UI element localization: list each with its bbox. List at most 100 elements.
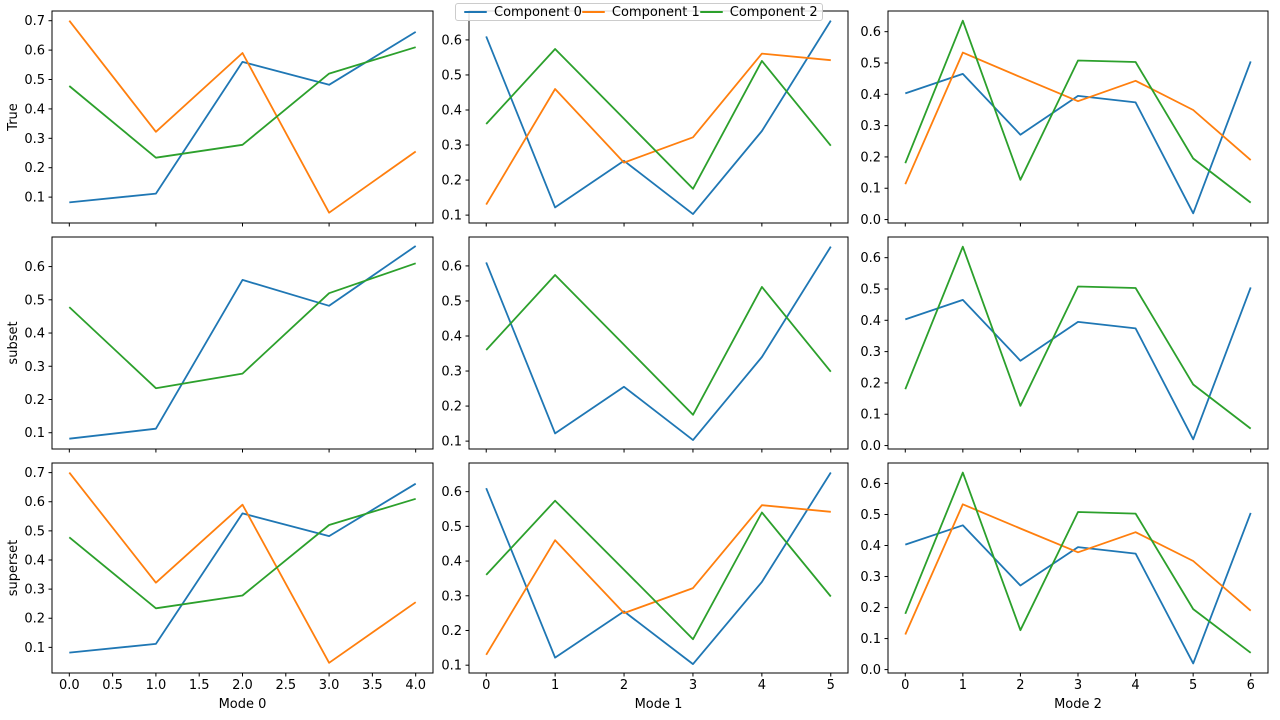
line-component-1 <box>904 503 1252 635</box>
y-tick-label: 0.1 <box>441 209 462 224</box>
line-component-0 <box>69 31 417 204</box>
y-tick-label: 0.2 <box>860 601 881 616</box>
legend-entry-component-1: Component 1 <box>581 6 700 19</box>
plot-frame <box>468 236 849 450</box>
y-tick-label: 0.1 <box>24 641 45 656</box>
plot-frame <box>51 10 434 224</box>
x-tick-label: 0.5 <box>102 678 123 693</box>
x-tick-label: 0 <box>901 678 909 693</box>
plot-frame <box>51 236 434 450</box>
y-tick-label: 0.3 <box>441 589 462 604</box>
y-tick-label: 0.1 <box>860 632 881 647</box>
panel-true-mode-2: 0.0 0.1 0.2 0.3 0.4 0.5 0.6 <box>860 10 1269 228</box>
legend-line-swatch-component-1 <box>581 10 605 14</box>
y-tick-label: 0.6 <box>24 44 45 59</box>
x-tick-label: 5 <box>827 678 835 693</box>
x-tick-label: 4 <box>1131 678 1139 693</box>
y-axis-label: subset <box>6 321 21 364</box>
x-tick-label: 6 <box>1247 678 1255 693</box>
y-axis-label: True <box>6 103 21 132</box>
y-tick-label: 0.7 <box>24 14 45 29</box>
y-tick-label: 0.6 <box>860 25 881 40</box>
x-tick-label: 3.0 <box>319 678 340 693</box>
x-tick-label: 3 <box>689 678 697 693</box>
panel-subset-mode-1: 0.1 0.2 0.3 0.4 0.5 0.6 <box>441 236 849 453</box>
y-tick-label: 0.4 <box>860 539 881 554</box>
y-tick-label: 0.6 <box>441 485 462 500</box>
y-tick-label: 0.1 <box>24 191 45 206</box>
plot-frame <box>887 462 1269 674</box>
line-component-2 <box>904 471 1252 654</box>
y-tick-label: 0.5 <box>441 520 462 535</box>
line-component-0 <box>69 245 417 440</box>
x-tick-label: 1 <box>551 678 559 693</box>
plot-frame <box>887 10 1269 224</box>
legend-line-swatch-component-2 <box>699 10 723 14</box>
y-tick-label: 0.1 <box>860 408 881 423</box>
y-tick-label: 0.4 <box>860 88 881 103</box>
line-component-1 <box>485 52 831 206</box>
y-tick-label: 0.6 <box>860 251 881 266</box>
y-tick-label: 0.0 <box>860 213 881 228</box>
y-tick-label: 0.4 <box>24 327 45 342</box>
line-component-0 <box>905 287 1252 441</box>
x-tick-label: 3.5 <box>362 678 383 693</box>
y-tick-label: 0.5 <box>860 508 881 523</box>
legend-label: Component 2 <box>729 4 818 20</box>
panel-true-mode-1: 0.1 0.2 0.3 0.4 0.5 0.6 <box>441 10 849 227</box>
y-tick-label: 0.3 <box>860 570 881 585</box>
plot-frame <box>887 236 1269 450</box>
line-component-2 <box>485 274 832 416</box>
x-axis-label: Mode 1 <box>635 697 683 712</box>
line-component-0 <box>905 512 1252 665</box>
y-tick-label: 0.4 <box>441 103 462 118</box>
y-tick-label: 0.4 <box>860 314 881 329</box>
line-component-1 <box>68 20 417 214</box>
x-tick-label: 2.0 <box>232 678 253 693</box>
plot-frame <box>51 462 434 674</box>
x-tick-label: 5 <box>1189 678 1197 693</box>
y-tick-label: 0.2 <box>441 400 462 415</box>
x-axis-label: Mode 0 <box>219 697 267 712</box>
x-tick-label: 2.5 <box>275 678 296 693</box>
y-tick-label: 0.5 <box>24 293 45 308</box>
y-tick-label: 0.2 <box>441 624 462 639</box>
x-tick-label: 2 <box>620 678 628 693</box>
line-component-0 <box>485 20 832 216</box>
line-component-2 <box>904 19 1252 204</box>
panel-subset-mode-2: 0.0 0.1 0.2 0.3 0.4 0.5 0.6 <box>860 236 1269 454</box>
line-component-0 <box>905 61 1252 215</box>
y-tick-label: 0.5 <box>860 282 881 297</box>
y-tick-label: 0.4 <box>441 329 462 344</box>
panel-superset-mode-1: 0 1 2 3 4 5 0.1 0.2 0.3 0.4 0.5 0.6 Mode 1 <box>441 462 849 712</box>
line-component-0 <box>485 472 832 665</box>
y-tick-label: 0.1 <box>441 659 462 674</box>
y-tick-label: 0.6 <box>24 260 45 275</box>
y-tick-label: 0.4 <box>24 553 45 568</box>
y-tick-label: 0.1 <box>860 182 881 197</box>
y-tick-label: 0.5 <box>441 68 462 83</box>
y-tick-label: 0.4 <box>24 102 45 117</box>
x-axis-label: Mode 2 <box>1054 697 1102 712</box>
panel-subset-mode-0: 0.1 0.2 0.3 0.4 0.5 0.6 subset <box>6 236 434 453</box>
y-tick-label: 0.2 <box>24 161 45 176</box>
line-component-1 <box>904 51 1252 185</box>
panel-superset-mode-2: 0 1 2 3 4 5 6 0.0 0.1 0.2 0.3 0.4 0.5 0.6 Mode 2 <box>860 462 1269 712</box>
legend: Component 0 Component 1 Component 2 <box>455 3 823 21</box>
y-tick-label: 0.2 <box>441 174 462 189</box>
y-tick-label: 0.6 <box>441 33 462 48</box>
y-tick-label: 0.5 <box>24 524 45 539</box>
x-tick-label: 0 <box>482 678 490 693</box>
panel-true-mode-0: 0.1 0.2 0.3 0.4 0.5 0.6 0.7 True <box>6 10 434 227</box>
legend-entry-component-2: Component 2 <box>699 4 818 20</box>
x-tick-label: 1.5 <box>189 678 210 693</box>
y-tick-label: 0.3 <box>24 360 45 375</box>
y-tick-label: 0.4 <box>441 555 462 570</box>
y-tick-label: 0.3 <box>860 345 881 360</box>
y-tick-label: 0.0 <box>860 439 881 454</box>
x-tick-label: 1 <box>959 678 967 693</box>
plot-frame <box>468 462 849 674</box>
x-tick-label: 3 <box>1074 678 1082 693</box>
